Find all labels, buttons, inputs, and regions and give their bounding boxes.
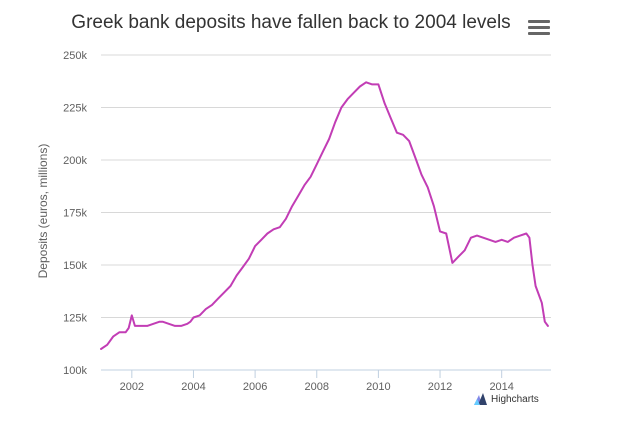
y-tick-label: 225k [63,103,87,115]
grid-lines [101,54,551,318]
credits-label[interactable]: Highcharts [491,393,539,405]
y-tick-label: 175k [63,208,87,220]
series-group [100,81,549,350]
series-line [100,81,549,350]
x-axis: 2002 2004 2006 2008 2010 2012 2014 [101,369,551,393]
x-tick-label: 2004 [181,381,205,393]
x-tick-label: 2014 [489,381,513,393]
y-tick-label: 250k [63,50,87,62]
y-axis-title: Deposits (euros, millions) [36,144,50,279]
y-tick-label: 125k [63,313,87,325]
y-axis-tick-labels: 100k 125k 150k 175k 200k 225k 250k [63,50,87,377]
y-tick-label: 200k [63,155,87,167]
x-tick-label: 2002 [120,381,144,393]
credits[interactable]: Highcharts [474,393,539,405]
y-tick-label: 150k [63,260,87,272]
hamburger-menu-icon[interactable] [528,20,550,40]
x-tick-label: 2012 [428,381,452,393]
x-tick-label: 2010 [366,381,390,393]
x-tick-label: 2006 [243,381,267,393]
chart-title: Greek bank deposits have fallen back to … [71,12,511,33]
highcharts-logo-icon [474,393,487,405]
y-tick-label: 100k [63,365,87,377]
x-tick-label: 2008 [305,381,329,393]
